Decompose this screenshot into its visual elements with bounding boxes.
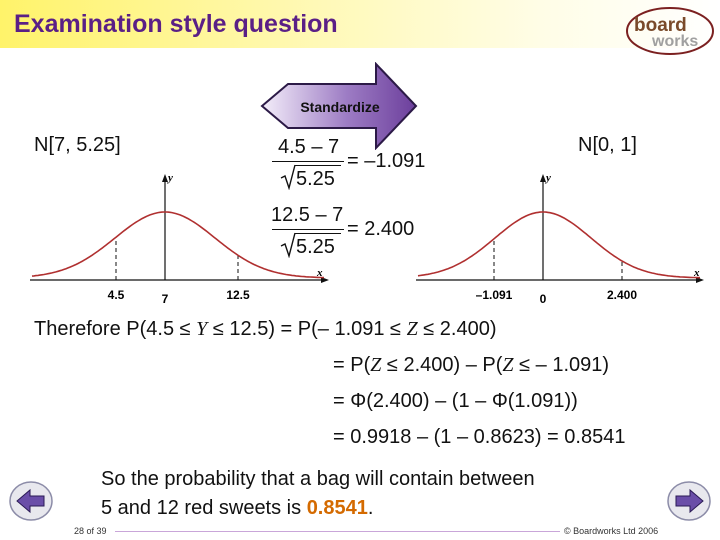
working-line-1: Therefore P(4.5 ≤ Y ≤ 12.5) = P(– 1.091 … — [34, 318, 497, 340]
fraction2-numerator: 12.5 – 7 — [271, 204, 344, 226]
left-tick-label: 4.5 — [108, 288, 125, 302]
logo-text-board: board — [634, 15, 687, 36]
left-x-arrow-icon — [321, 277, 329, 283]
copyright-text: © Boardworks Ltd 2006 — [564, 526, 659, 536]
sqrt-vinculum — [295, 165, 341, 166]
left-tick-label: 7 — [162, 292, 169, 306]
answer-value: 0.8541 — [306, 497, 368, 519]
sqrt-icon — [280, 164, 296, 190]
header-banner — [0, 0, 720, 48]
conclusion-line-1: So the probability that a bag will conta… — [101, 468, 535, 490]
left-y-arrow-icon — [162, 174, 168, 182]
right-distribution-label: N[0, 1] — [578, 134, 637, 156]
right-normal-graph: y x –1.091 0 2.400 — [416, 172, 704, 306]
fraction1-denominator: 5.25 — [296, 168, 335, 190]
boardworks-logo: board works — [626, 7, 714, 55]
slide-number: 28 of 39 — [74, 526, 107, 536]
working-line-4: = 0.9918 – (1 – 0.8623) = 0.8541 — [333, 426, 626, 448]
right-x-arrow-icon — [696, 277, 704, 283]
left-tick-label: 12.5 — [226, 288, 250, 302]
footer-rule — [115, 531, 560, 532]
right-tick-label: 0 — [540, 292, 547, 306]
standardize-arrow: Standardize — [260, 62, 418, 150]
right-x-label: x — [693, 267, 700, 279]
right-tick-label: –1.091 — [476, 288, 513, 302]
left-x-label: x — [316, 267, 323, 279]
page-title: Examination style question — [14, 10, 338, 38]
fraction1-bar — [272, 161, 344, 162]
left-arrow-icon — [16, 488, 45, 514]
right-tick-label: 2.400 — [607, 288, 637, 302]
fraction1-numerator: 4.5 – 7 — [278, 136, 340, 158]
previous-slide-button[interactable] — [8, 480, 54, 522]
left-y-label: y — [166, 172, 173, 184]
right-arrow-icon — [675, 488, 704, 514]
standardize-label: Standardize — [300, 99, 380, 115]
sqrt-icon — [280, 232, 296, 258]
fraction2-bar — [272, 229, 344, 230]
conclusion-line-2: 5 and 12 red sweets is 0.8541. — [101, 497, 374, 519]
right-y-label: y — [544, 172, 551, 184]
next-slide-button[interactable] — [666, 480, 712, 522]
sqrt-vinculum — [295, 233, 341, 234]
left-distribution-label: N[7, 5.25] — [34, 134, 121, 156]
fraction2-result: = 2.400 — [347, 218, 415, 240]
working-line-2: = P(Z ≤ 2.400) – P(Z ≤ – 1.091) — [333, 354, 610, 376]
working-line-3: = Φ(2.400) – (1 – Φ(1.091)) — [333, 390, 578, 412]
logo-text-works: works — [651, 33, 698, 50]
left-normal-curve — [31, 211, 325, 279]
right-y-arrow-icon — [540, 174, 546, 182]
fraction2-denominator: 5.25 — [296, 236, 335, 258]
right-normal-curve — [417, 211, 701, 279]
fraction1-result: = –1.091 — [347, 150, 426, 172]
left-normal-graph: y x 4.5 7 12.5 — [30, 172, 329, 306]
